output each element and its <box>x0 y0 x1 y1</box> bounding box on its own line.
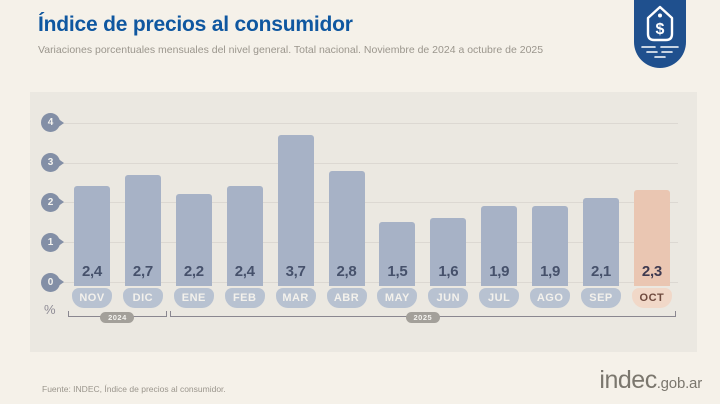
page-subtitle: Variaciones porcentuales mensuales del n… <box>38 44 544 56</box>
month-pill-jun: JUN <box>428 288 469 308</box>
y-axis-tick-2: 2 <box>41 192 64 212</box>
month-pill-dic: DIC <box>122 288 163 308</box>
gridline-3 <box>58 162 678 164</box>
month-pill-jul: JUL <box>479 288 520 308</box>
bar-value-label: 2,2 <box>183 262 204 280</box>
bar-jun: 1,6 <box>430 218 467 286</box>
bar-may: 1,5 <box>379 222 416 286</box>
price-tag-badge: $ <box>634 0 686 68</box>
bar-dic: 2,7 <box>124 174 161 286</box>
y-axis-tick-4: 4 <box>41 113 64 133</box>
month-pill-feb: FEB <box>224 288 265 308</box>
bar-value-label: 1,5 <box>387 262 408 280</box>
indec-logo-main: indec <box>599 366 657 394</box>
report-header: Índice de precios al consumidor Variacio… <box>38 13 598 56</box>
bar-value-label: 1,9 <box>489 262 510 280</box>
bar-value-label: 2,4 <box>82 262 102 280</box>
month-pill-mar: MAR <box>275 288 316 308</box>
gridline-2 <box>58 202 678 204</box>
gridline-1 <box>58 242 678 244</box>
bar-feb: 2,4 <box>226 186 263 286</box>
bar-value-label: 2,1 <box>591 262 611 280</box>
month-pill-sep: SEP <box>581 288 621 308</box>
price-tag-icon: $ <box>641 5 679 58</box>
bar-sep: 2,1 <box>583 198 619 286</box>
month-pill-ene: ENE <box>173 288 214 308</box>
bar-mar: 3,7 <box>277 134 314 286</box>
bar-ene: 2,2 <box>175 194 212 286</box>
source-note: Fuente: INDEC, Índice de precios al cons… <box>42 384 226 394</box>
bar-ago: 1,9 <box>532 206 569 286</box>
bar-oct: 2,3 <box>633 190 670 286</box>
month-pill-oct: OCT <box>631 288 672 308</box>
percent-axis-label: % <box>44 302 56 317</box>
indec-logo: indec .gob.ar <box>599 366 702 395</box>
chart-panel: 0 1 2 3 4 2,4 NOV 2,7 DIC 2,2 ENE 2,4 FEB 3,7 MAR 2,8 A… <box>30 92 697 352</box>
bar-nov: 2,4 <box>74 186 110 286</box>
y-axis-tick-1: 1 <box>41 232 64 252</box>
gridline-0 <box>58 282 678 283</box>
bar-value-label: 1,9 <box>540 262 561 280</box>
y-axis-tick-3: 3 <box>41 153 64 173</box>
bar-value-label: 2,7 <box>132 262 153 280</box>
bar-jul: 1,9 <box>481 206 518 286</box>
month-pill-nov: NOV <box>72 288 112 308</box>
indec-logo-suffix: .gob.ar <box>656 375 703 392</box>
gridline-4 <box>58 122 678 124</box>
page-title: Índice de precios al consumidor <box>38 13 353 36</box>
bar-value-label: 1,6 <box>438 262 459 280</box>
year-pill-2024: 2024 <box>100 312 135 323</box>
bar-value-label: 2,3 <box>641 262 662 280</box>
bar-value-label: 3,7 <box>285 262 306 280</box>
month-pill-abr: ABR <box>326 288 367 308</box>
dollar-sign-glyph: $ <box>656 21 665 38</box>
bar-value-label: 2,4 <box>234 262 255 280</box>
month-pill-ago: AGO <box>530 288 571 308</box>
month-pill-may: MAY <box>377 288 418 308</box>
bar-abr: 2,8 <box>328 170 365 286</box>
y-axis-tick-0: 0 <box>41 272 64 292</box>
year-pill-2025: 2025 <box>405 312 440 323</box>
bar-value-label: 2,8 <box>336 262 357 280</box>
